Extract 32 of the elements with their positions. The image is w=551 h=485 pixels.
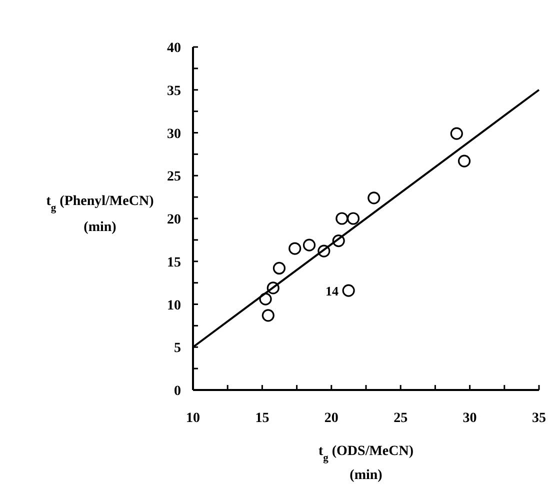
point — [266, 282, 280, 294]
y-tick-label: 40 — [167, 41, 181, 56]
x-axis-title: t$_{g}$ (ODS/MeCN) (min) — [318, 444, 414, 483]
point — [458, 154, 471, 168]
x-tick-label: 35 — [532, 411, 546, 426]
point — [342, 284, 355, 297]
y-tick-label: 10 — [167, 298, 181, 314]
y-axis-title: t$_{g}$ (Phenyl/MeCN) (min) — [46, 194, 154, 235]
point — [450, 127, 463, 140]
point — [336, 212, 348, 225]
y-tick-label: 15 — [167, 255, 181, 270]
y-tick-label: 20 — [167, 212, 181, 228]
point — [318, 244, 330, 258]
x-tick-label: 10 — [186, 411, 200, 426]
y-tick-label: 35 — [167, 84, 181, 99]
point — [346, 212, 360, 225]
x-tick-label: 15 — [255, 411, 270, 426]
point — [368, 192, 380, 204]
point — [262, 309, 274, 322]
y-tick-label: 30 — [167, 126, 181, 142]
y-tick-label: 0 — [174, 384, 181, 399]
point — [332, 234, 345, 248]
annotation: 14 — [326, 284, 340, 299]
x-tick-label: 20 — [324, 411, 338, 426]
point — [302, 238, 316, 252]
x-tick-label: 25 — [394, 411, 408, 426]
point — [272, 262, 286, 275]
point — [288, 242, 302, 255]
point — [259, 292, 272, 306]
x-tick-label: 30 — [462, 411, 477, 426]
y-tick-label: 5 — [174, 341, 181, 356]
y-tick-label: 25 — [167, 170, 181, 185]
